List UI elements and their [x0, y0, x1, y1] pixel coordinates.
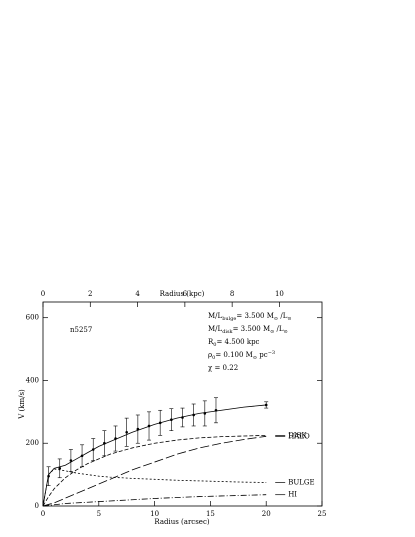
data-point — [147, 424, 151, 428]
data-point — [80, 454, 84, 458]
data-point — [103, 441, 106, 445]
data-point — [192, 413, 195, 417]
model-curve — [42, 494, 267, 507]
x-tick-label: 0 — [41, 510, 45, 518]
y-tick-label: 0 — [35, 502, 39, 510]
data-point — [214, 408, 218, 412]
curve-label: HALO — [288, 432, 310, 440]
x-tick-label: 25 — [318, 510, 327, 518]
y-axis-label: V (km/s) — [18, 389, 26, 420]
model-curve — [42, 468, 267, 507]
curve-label: BULGE — [288, 478, 314, 486]
y-tick-label: 400 — [26, 376, 39, 384]
data-point — [69, 459, 73, 462]
param-ml-disk: M/Ldisk= 3.500 M⊙ /L⊙ — [208, 325, 288, 335]
data-point — [170, 418, 173, 421]
x2-axis-label: Radius (kpc) — [160, 290, 205, 298]
x-axis-label: Radius (arcsec) — [154, 518, 209, 526]
data-point — [264, 403, 268, 407]
y-tick-label: 600 — [26, 314, 39, 322]
x2-tick-label: 6 — [183, 290, 188, 298]
data-point — [203, 412, 207, 415]
curve-label: HI — [288, 491, 297, 499]
curve-label: DISK — [288, 431, 307, 439]
x-tick-label: 10 — [150, 510, 159, 518]
x2-tick-label: 4 — [135, 290, 140, 298]
param-r0: R0= 4.500 kpc — [208, 338, 260, 348]
x2-tick-label: 10 — [275, 290, 284, 298]
param-ml-bulge: M/Lbulge= 3.500 M⊙ /L⊙ — [208, 312, 292, 322]
x-tick-label: 20 — [262, 510, 271, 518]
data-point — [114, 437, 117, 440]
data-point — [58, 467, 62, 470]
model-curve — [42, 404, 267, 507]
galaxy-name: n5257 — [70, 326, 92, 334]
data-point — [181, 416, 184, 419]
data-point — [47, 474, 50, 478]
x-tick-label: 15 — [206, 510, 215, 518]
model-curve — [42, 435, 267, 507]
data-point — [91, 448, 95, 451]
model-curve — [42, 434, 267, 507]
x2-tick-label: 0 — [41, 290, 45, 298]
x2-tick-label: 8 — [230, 290, 234, 298]
param-rho0: ρ0= 0.100 M⊙ pc−3 — [208, 350, 275, 361]
data-point — [136, 427, 140, 431]
x-tick-label: 5 — [97, 510, 101, 518]
data-point — [125, 430, 128, 434]
plot-frame — [42, 301, 323, 507]
x2-tick-label: 2 — [88, 290, 92, 298]
param-chi: χ = 0.22 — [208, 364, 238, 372]
data-point — [158, 421, 162, 425]
y-tick-label: 200 — [26, 439, 39, 447]
